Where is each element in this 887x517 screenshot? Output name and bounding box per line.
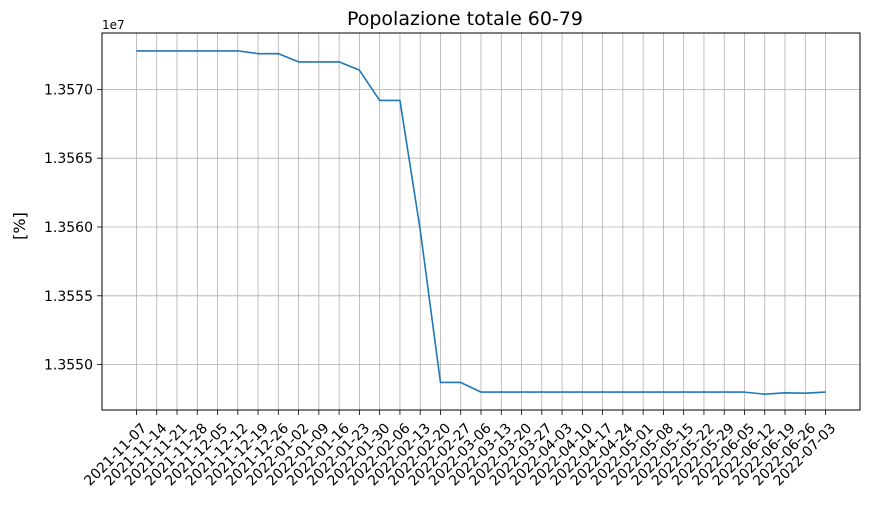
series — [136, 50, 826, 395]
y-tick-label: 1.3550 — [44, 358, 93, 374]
y-tick-label: 1.3560 — [44, 220, 93, 236]
axes — [97, 32, 861, 415]
series-line — [136, 50, 826, 395]
grid — [102, 33, 860, 410]
y-tick-label: 1.3570 — [44, 82, 93, 98]
y-axis-label: [%] — [10, 212, 29, 240]
y-tick-label: 1.3555 — [44, 289, 93, 305]
plot-frame — [101, 32, 861, 411]
y-tick-label: 1.3565 — [44, 151, 93, 167]
tick-labels: 2021-11-072021-11-142021-11-212021-11-28… — [44, 82, 839, 489]
chart-title: Popolazione totale 60-79 — [347, 8, 583, 30]
y-axis-offset-label: 1e7 — [102, 18, 125, 32]
